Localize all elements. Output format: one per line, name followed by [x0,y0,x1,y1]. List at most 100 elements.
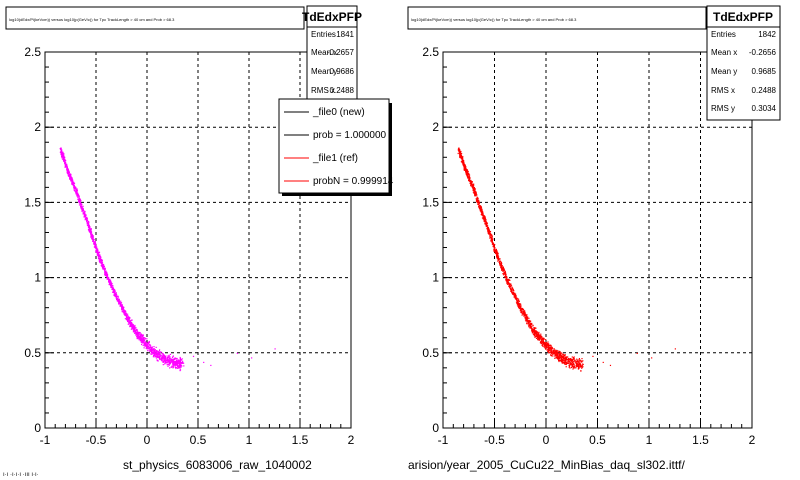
left-data-point [135,329,138,331]
left-data-point [104,267,106,269]
right-data-point [467,173,469,175]
left-data-point [116,297,118,299]
right-data-point [519,305,521,307]
left-data-point [80,205,82,207]
left-data-point [145,344,147,346]
right-data-point [517,298,520,300]
right-data-point [557,357,559,359]
right-data-point [558,353,560,355]
right-data-point [578,358,580,360]
left-data-point [113,289,115,291]
left-data-point [168,360,170,362]
left-data-point [123,313,125,315]
left-data-point [121,308,123,310]
left-outlier-point [203,361,205,364]
right-data-point [502,270,504,272]
left-y-tick-label: 1 [34,271,41,285]
right-data-point [518,308,520,310]
right-data-point [525,315,527,318]
right-data-point [506,282,508,284]
left-data-point [112,287,114,289]
right-data-point [480,207,482,210]
right-title: log10(dEdx/Pi(keVcm)) versus log10(p(GeV… [411,17,577,22]
left-data-point [115,296,117,298]
left-data-point [168,363,170,365]
right-data-point [556,355,558,357]
left-data-point [90,235,93,237]
right-data-point [507,278,509,281]
right-data-point [484,219,486,221]
left-data-point [158,356,161,358]
left-data-point [83,213,85,215]
left-data-point [128,319,130,321]
left-stats-value-rms-x: 0.2488 [330,86,355,95]
left-data-point [79,200,81,202]
left-data-point [169,361,171,363]
left-data-point [62,157,64,160]
right-data-point [486,226,488,228]
left-data-point [126,316,128,318]
left-data-point [126,314,128,316]
left-data-point [137,332,139,334]
right-data-point [551,346,553,348]
right-data-point [577,361,579,363]
left-data-point [70,173,72,175]
right-data-point [554,351,556,353]
left-data-point [65,165,67,167]
left-data-point [134,324,136,327]
right-data-point [476,196,478,198]
left-data-point [98,253,100,255]
left-data-point [120,305,123,307]
left-data-point [96,249,98,251]
left-data-point [131,323,133,325]
left-data-point [78,194,80,196]
left-data-point [86,220,88,222]
right-data-point [576,365,579,368]
right-data-point [571,356,573,358]
right-data-point [581,365,584,367]
left-data-point [131,324,133,326]
right-data-point [506,278,508,280]
left-data-point [164,363,166,365]
right-data-point [579,365,581,367]
left-data-point [92,240,94,242]
left-data-point [161,359,163,361]
left-data-point [116,300,118,302]
right-data-point [535,327,537,329]
left-data-point [112,291,114,293]
right-data-point [572,361,574,363]
left-data-point [177,360,179,362]
right-data-point [558,355,560,357]
left-data-point [107,278,109,280]
right-data-point [461,158,463,160]
left-data-point [153,354,155,356]
left-data-point [179,364,181,366]
left-data-point [126,317,128,319]
right-data-point [563,359,565,362]
left-data-point [88,231,91,233]
right-data-point [550,344,552,346]
right-data-point [575,361,578,363]
right-data-point [555,351,557,353]
right-data-point [556,356,559,358]
left-data-point [156,355,158,357]
right-data-point [537,336,539,338]
left-data-point [131,326,133,328]
left-data-point [150,347,152,349]
left-data-point [168,361,170,363]
left-data-point [140,338,142,340]
right-data-point [538,334,540,336]
right-data-point [516,297,518,299]
left-data-point [141,343,143,346]
left-data-point [126,318,128,320]
left-data-point [135,330,137,333]
left-data-point [127,316,129,318]
left-data-point [127,315,129,317]
left-data-point [121,307,123,309]
right-data-point [487,231,489,233]
left-data-point [130,319,132,322]
left-data-point [77,193,79,195]
right-data-point [568,364,570,367]
right-data-point [578,361,580,363]
right-data-point [510,289,512,291]
